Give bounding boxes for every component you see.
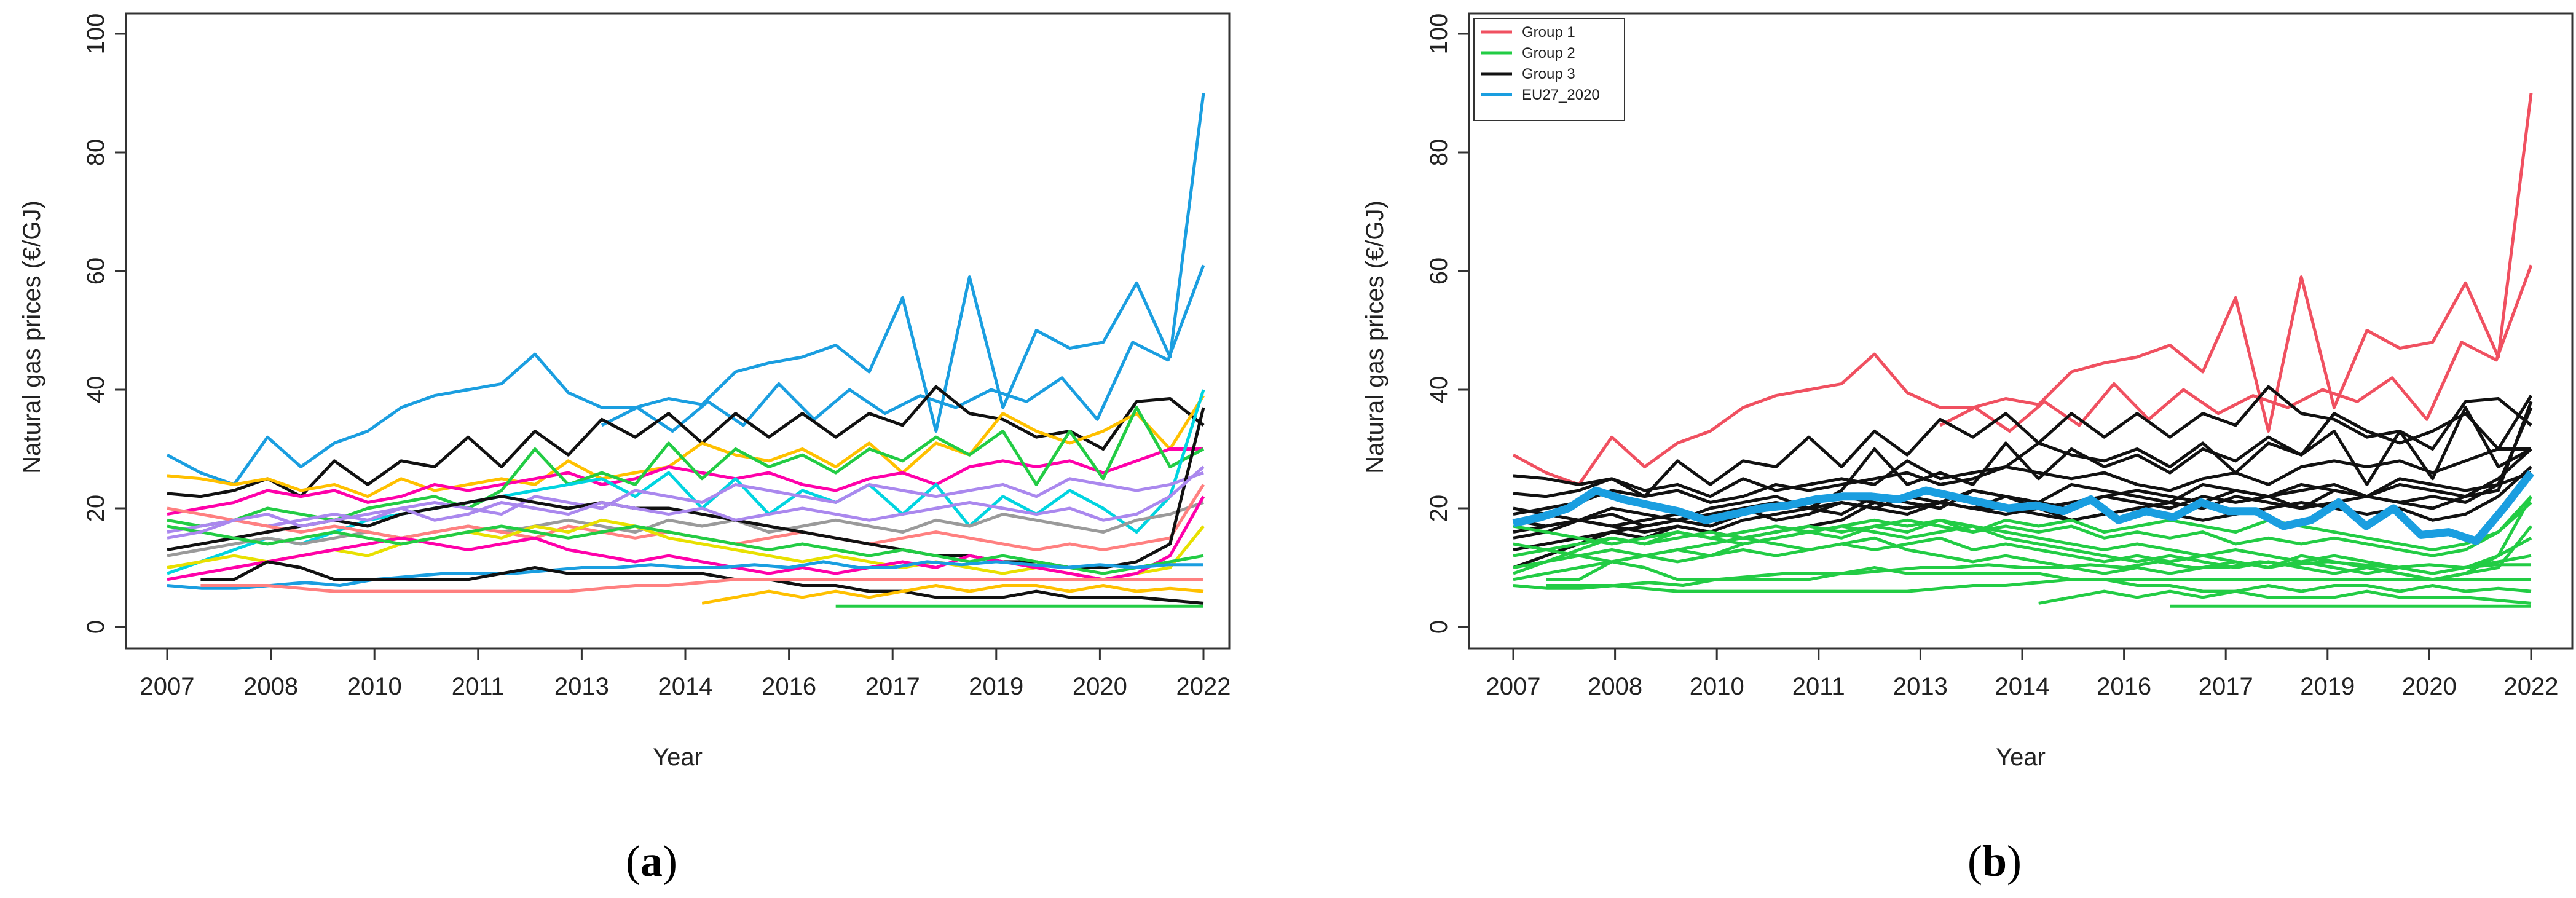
chart-a-x-tick-label: 2014 xyxy=(658,673,713,700)
chart-b-x-tick-label: 2008 xyxy=(1588,673,1642,700)
chart-b-plot-frame xyxy=(1468,12,2574,650)
chart-b-x-tick-label: 2011 xyxy=(1792,673,1845,700)
chart-a-y-tick-label: 80 xyxy=(82,139,109,167)
chart-a-series-line-s12 xyxy=(167,518,1205,581)
chart-b-y-axis-label: Natural gas prices (€/GJ) xyxy=(1361,200,1388,474)
chart-b-series-line-group-2-k xyxy=(1513,536,2532,575)
chart-a-x-tick-label: 2013 xyxy=(554,673,609,700)
chart-a-series-line-s01 xyxy=(166,93,1205,486)
chart-b-x-tick-label: 2014 xyxy=(1995,673,2050,700)
chart-a-series-line-s03 xyxy=(167,385,1205,498)
chart-b-legend-label: EU27_2020 xyxy=(1522,87,1600,103)
chart-b-panel-label: (b) xyxy=(1967,837,2022,886)
chart-b-series-line-group-3-a xyxy=(1513,385,2532,498)
chart-b-series-line-group-1-b xyxy=(1939,264,2533,433)
chart-b-series-line-eu27-2020 xyxy=(1512,470,2535,545)
chart-b-series-line-group-2-h xyxy=(1546,578,2531,593)
chart-b-y-tick-label: 20 xyxy=(1425,495,1452,522)
chart-a-series-line-s18 xyxy=(701,584,1204,605)
chart-b-legend-label: Group 1 xyxy=(1522,24,1575,41)
chart-a-x-tick-label: 2007 xyxy=(140,673,195,700)
chart-b-x-tick-label: 2010 xyxy=(1690,673,1744,700)
chart-a-y-axis-label: Natural gas prices (€/GJ) xyxy=(18,200,45,474)
chart-b-legend-box xyxy=(1473,18,1625,121)
chart-b-y-tick-label: 40 xyxy=(1425,376,1452,404)
chart-a-x-tick-label: 2008 xyxy=(243,673,298,700)
chart-b-x-tick-label: 2007 xyxy=(1486,673,1541,700)
chart-b-series-line-group-3-c xyxy=(1513,447,2531,516)
chart-a-x-tick-label: 2019 xyxy=(969,673,1023,700)
chart-b-series-line-group-2-c xyxy=(1513,518,2532,581)
chart-b-series-line-group-1-a xyxy=(1512,93,2533,486)
chart-a-x-tick-label: 2010 xyxy=(347,673,402,700)
chart-b-legend-label: Group 2 xyxy=(1522,45,1575,61)
chart-b-legend-label: Group 3 xyxy=(1522,66,1575,82)
chart-a-series-line-s04 xyxy=(167,395,1205,498)
chart-a-series-line-s06 xyxy=(167,406,1205,528)
chart-a-series-line-s15 xyxy=(167,560,1203,590)
chart-b-x-tick-label: 2013 xyxy=(1893,673,1948,700)
chart-b-x-tick-label: 2016 xyxy=(2097,673,2151,700)
chart-b-series-line-group-2-i xyxy=(2038,584,2532,605)
chart-a-series-line-s17 xyxy=(200,578,1203,593)
chart-a-y-tick-label: 100 xyxy=(82,14,109,55)
chart-b-series-line-group-2-g xyxy=(1546,560,2532,605)
chart-b-x-tick-label: 2019 xyxy=(2300,673,2355,700)
chart-b-series-line-group-3-b xyxy=(1513,395,2533,498)
chart-b-y-tick-label: 0 xyxy=(1425,620,1452,634)
chart-b-series-line-group-2-f xyxy=(1513,560,2531,590)
chart-a-series-line-s16 xyxy=(200,560,1204,605)
chart-a-y-tick-label: 20 xyxy=(82,495,109,522)
chart-b-y-tick-label: 80 xyxy=(1425,139,1452,167)
chart-b-y-tick-label: 100 xyxy=(1425,14,1452,55)
chart-a-series-line-s09 xyxy=(167,501,1204,557)
chart-a-series-line-s07 xyxy=(167,389,1205,575)
chart-a-x-axis-label: Year xyxy=(653,744,703,771)
chart-a-y-tick-label: 40 xyxy=(82,376,109,404)
chart-a-series-line-s13 xyxy=(167,495,1205,581)
chart-b-x-tick-label: 2022 xyxy=(2504,673,2559,700)
chart-b-x-tick-label: 2017 xyxy=(2199,673,2253,700)
chart-a-series-line-s02 xyxy=(601,264,1205,433)
chart-a-x-tick-label: 2020 xyxy=(1073,673,1127,700)
chart-b-series-line-group-2-b xyxy=(1513,501,2532,557)
chart-a-series-line-s05 xyxy=(167,447,1203,516)
chart-b-y-tick-label: 60 xyxy=(1425,258,1452,285)
chart-b-x-tick-label: 2020 xyxy=(2402,673,2457,700)
chart-b-series-line-group-3-i xyxy=(1513,447,2532,569)
chart-a-x-tick-label: 2016 xyxy=(762,673,816,700)
chart-b-series-line-group-2-e xyxy=(1513,524,2532,575)
chart-a-x-tick-label: 2022 xyxy=(1176,673,1231,700)
chart-a-series-line-s14 xyxy=(167,524,1204,575)
chart-a-y-tick-label: 60 xyxy=(82,258,109,285)
chart-b-series-line-group-3-h xyxy=(1513,465,2532,540)
chart-a-panel-label: (a) xyxy=(626,837,677,886)
chart-a-y-tick-label: 0 xyxy=(82,620,109,634)
chart-b-series-line-group-2-d xyxy=(1513,495,2533,581)
chart-a-series-line-s20 xyxy=(167,465,1205,540)
chart-a-plot-frame xyxy=(125,12,1231,650)
chart-a-x-tick-label: 2011 xyxy=(452,673,505,700)
chart-a-x-tick-label: 2017 xyxy=(865,673,920,700)
chart-b-x-axis-label: Year xyxy=(1996,744,2046,771)
chart-a-series-line-s08 xyxy=(167,471,1204,534)
